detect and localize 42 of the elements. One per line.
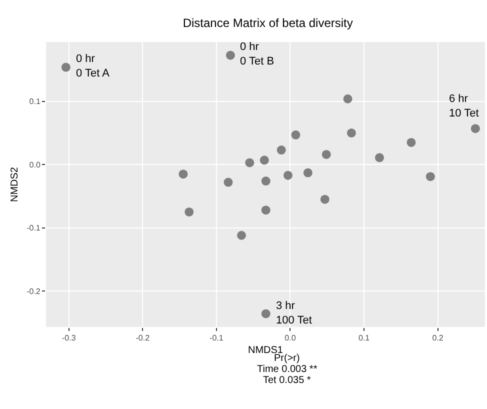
point (284, 170, 292, 180)
point (261, 176, 270, 186)
point (260, 156, 269, 165)
y-tick-label: 0.1 (29, 97, 41, 106)
point (178, 170, 188, 179)
chart-title: Distance Matrix of beta diversity (182, 16, 353, 30)
annotation: 0 hr 0 Tet A (76, 53, 110, 80)
x-tick-label: -0.1 (210, 334, 224, 343)
point (276, 146, 286, 155)
point (303, 168, 312, 178)
text: Time 0.003 ** (257, 364, 318, 375)
x-tick-label: 0.1 (358, 334, 370, 343)
point (261, 206, 270, 215)
point (374, 153, 384, 162)
point (406, 138, 416, 147)
x-tick-label: 0.0 (284, 334, 296, 343)
text: Pr(>r) (274, 353, 300, 364)
point (261, 309, 270, 318)
point (322, 150, 331, 159)
x-tick-label: -0.2 (136, 334, 150, 343)
x-tick-label: 0.2 (432, 334, 444, 343)
point (245, 158, 254, 168)
point (426, 172, 435, 182)
x-tick-label: -0.3 (62, 334, 76, 343)
point (237, 230, 246, 240)
point (184, 207, 194, 216)
point (224, 178, 233, 187)
annotation: 0 hr 0 Tet B (240, 41, 274, 68)
point (346, 128, 356, 138)
y-axis-title: NMDS2 (10, 166, 21, 202)
text: Tet 0.035 * (263, 375, 311, 386)
y-tick-label: 0.0 (29, 160, 41, 170)
point (343, 94, 352, 104)
point (61, 62, 70, 72)
y-tick-label: -0.1 (26, 224, 41, 233)
point (320, 194, 330, 204)
y-tick-label: -0.2 (26, 286, 41, 296)
point (470, 124, 480, 134)
annotation: 6 hr 10 Tet (449, 93, 479, 120)
point (226, 50, 235, 60)
point (291, 130, 300, 140)
annotation: 3 hr 100 Tet (276, 300, 312, 326)
